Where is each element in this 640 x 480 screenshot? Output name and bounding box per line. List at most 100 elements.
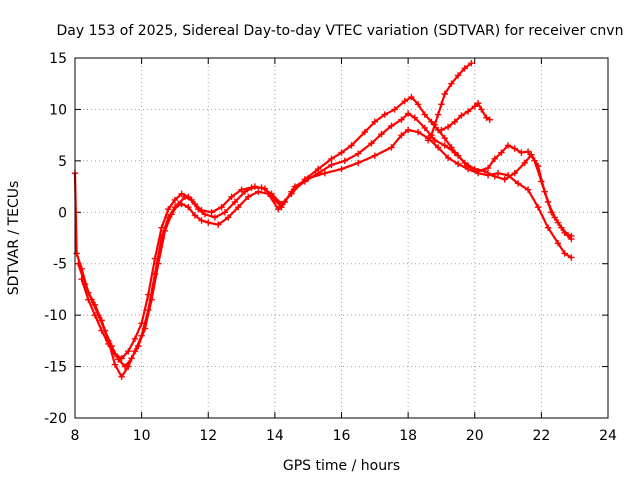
x-tick-label: 22 xyxy=(532,428,550,444)
y-tick-label: 15 xyxy=(49,51,67,67)
series-s4 xyxy=(424,59,475,144)
data-point xyxy=(444,154,452,161)
data-point xyxy=(131,335,139,342)
data-point xyxy=(361,128,369,136)
axis-ticks: 8 10 12 14 16 18 20 22 24 -20 -15 -10 -5 0 5 10 15 xyxy=(44,51,617,444)
data-point xyxy=(378,130,385,138)
data-point xyxy=(85,296,92,303)
data-point xyxy=(148,296,155,303)
data-point xyxy=(118,373,125,381)
data-point xyxy=(468,59,475,67)
x-axis-label: GPS time / hours xyxy=(283,458,400,474)
data-point xyxy=(511,145,518,152)
data-point xyxy=(371,152,379,159)
data-point xyxy=(448,144,455,151)
data-point xyxy=(215,221,222,228)
data-point xyxy=(178,190,185,197)
data-point xyxy=(428,131,435,139)
data-point xyxy=(441,90,448,98)
x-tick-label: 16 xyxy=(333,428,351,444)
data-point xyxy=(245,193,252,201)
data-point xyxy=(486,116,493,123)
data-point xyxy=(354,159,362,167)
data-point xyxy=(105,340,112,348)
data-point xyxy=(458,112,465,119)
series-line xyxy=(427,62,473,142)
data-point xyxy=(388,144,395,151)
series-s5 xyxy=(438,100,493,134)
y-tick-label: -10 xyxy=(44,308,67,324)
data-point xyxy=(73,250,80,257)
series-line xyxy=(73,128,573,378)
data-point xyxy=(368,140,375,147)
data-point xyxy=(454,152,462,159)
data-point xyxy=(431,137,438,144)
data-point xyxy=(531,157,538,165)
data-point xyxy=(141,325,149,332)
data-point xyxy=(118,355,125,362)
data-point xyxy=(498,149,505,156)
data-point xyxy=(221,209,229,216)
data-point xyxy=(521,159,528,167)
data-point xyxy=(561,250,568,257)
data-point xyxy=(348,142,355,149)
data-point xyxy=(111,351,119,358)
data-point xyxy=(161,227,169,234)
data-point xyxy=(438,126,445,134)
x-tick-label: 8 xyxy=(71,428,80,444)
data-point xyxy=(185,193,192,201)
data-point xyxy=(171,196,179,204)
series-s1 xyxy=(71,126,575,381)
data-point xyxy=(145,291,152,298)
data-point xyxy=(155,260,162,267)
data-point xyxy=(341,157,349,165)
data-point xyxy=(128,355,135,362)
data-point xyxy=(564,231,572,239)
data-point xyxy=(158,224,165,231)
data-point xyxy=(78,275,85,283)
data-point xyxy=(218,203,225,211)
data-point xyxy=(381,111,389,118)
data-point xyxy=(544,224,552,231)
data-point xyxy=(501,176,508,183)
data-point xyxy=(138,320,145,327)
data-point xyxy=(338,149,345,156)
data-point xyxy=(328,161,335,169)
data-point xyxy=(404,126,412,134)
y-axis-label: SDTVAR / TECUs xyxy=(6,181,22,296)
x-tick-label: 24 xyxy=(599,428,617,444)
data-point xyxy=(168,211,175,218)
x-tick-label: 14 xyxy=(266,428,284,444)
data-point xyxy=(111,361,119,368)
data-point xyxy=(198,207,205,214)
data-point xyxy=(231,198,239,206)
data-point xyxy=(491,173,498,180)
grid-lines xyxy=(75,58,608,418)
data-point xyxy=(414,128,422,136)
series-s2 xyxy=(75,110,575,370)
data-series xyxy=(71,59,575,381)
data-point xyxy=(428,118,435,125)
data-point xyxy=(524,186,532,193)
data-point xyxy=(301,176,309,183)
y-tick-label: 5 xyxy=(58,154,67,170)
y-tick-label: -5 xyxy=(53,257,67,273)
data-point xyxy=(75,260,82,267)
data-point xyxy=(568,232,575,240)
chart-title: Day 153 of 2025, Sidereal Day-to-day VTE… xyxy=(57,23,624,39)
data-point xyxy=(504,142,512,149)
data-point xyxy=(438,101,445,108)
data-point xyxy=(278,200,285,208)
series-line xyxy=(77,112,573,368)
x-tick-label: 10 xyxy=(133,428,151,444)
data-point xyxy=(511,170,518,177)
series-s3 xyxy=(78,93,575,362)
data-point xyxy=(151,255,159,262)
data-point xyxy=(524,148,532,155)
data-point xyxy=(558,224,565,231)
y-tick-label: -20 xyxy=(44,411,67,427)
data-point xyxy=(165,206,172,213)
data-point xyxy=(191,200,199,208)
data-point xyxy=(398,116,405,123)
data-point xyxy=(538,178,545,185)
